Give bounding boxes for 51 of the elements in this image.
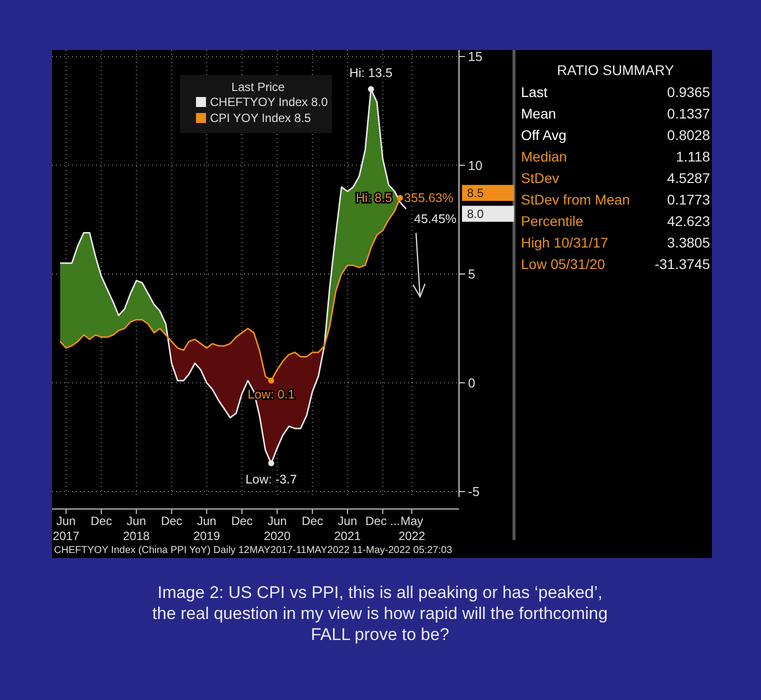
data-label: 42.623 xyxy=(667,213,710,229)
point xyxy=(268,378,274,384)
category-label: Last xyxy=(521,84,548,100)
point xyxy=(368,86,374,92)
text: RATIO SUMMARY xyxy=(557,62,675,78)
annotation: Hi: 13.5 xyxy=(349,66,393,80)
x-tick-label: Jun 2021 xyxy=(334,514,362,543)
legend-title: Last Price xyxy=(231,80,285,94)
category-label: Percentile xyxy=(521,213,584,229)
x-tick-label: Dec xyxy=(160,514,182,528)
x-tick-label: Jun 2020 xyxy=(264,514,291,543)
data-label: 1.118 xyxy=(676,148,710,164)
data-label: 0.1337 xyxy=(667,106,710,122)
x-tick-label: Dec xyxy=(302,514,324,528)
category-label: High 10/31/17 xyxy=(521,234,608,250)
data-label: 4.5287 xyxy=(667,170,710,186)
text: 8.5 xyxy=(467,186,484,200)
y-tick-label: 5 xyxy=(468,266,476,282)
legend-label: CPI YOY Index 8.5 xyxy=(210,111,312,125)
y-tick-label: 10 xyxy=(468,158,482,173)
data-label: 0.9365 xyxy=(667,84,710,100)
annotation: 45.45% xyxy=(414,212,456,226)
y-tick-label: -5 xyxy=(468,484,480,500)
data-label: 3.3805 xyxy=(667,234,710,250)
text: Image 2: US CPI vs PPI, this is all peaking or has ‘peaked’, the real question in my view is how rapid will the forthcoming FALL prove to be? xyxy=(151,582,609,645)
legend-label: CHEFTYOY Index 8.0 xyxy=(210,95,328,109)
data-label: 0.1773 xyxy=(667,192,710,208)
category-label: StDev from Mean xyxy=(521,192,630,208)
x-tick-label: May 2022 xyxy=(398,514,426,543)
y-tick-label: 0 xyxy=(468,375,476,390)
point xyxy=(268,460,274,466)
x-tick-label: Jun 2018 xyxy=(123,514,150,543)
annotation: Hi: 8.5 xyxy=(356,190,392,205)
category-label: Mean xyxy=(521,106,556,122)
x-tick-label: Dec xyxy=(231,514,253,528)
point xyxy=(397,194,404,201)
text: 8.0 xyxy=(467,206,484,221)
data-label: 0.8028 xyxy=(667,127,710,143)
category-label: Low 05/31/20 xyxy=(521,256,606,272)
category-label: Median xyxy=(521,148,567,164)
x-tick-label: Dec ... xyxy=(365,514,400,528)
x-tick-label: Dec xyxy=(90,514,112,528)
annotation: Low: -3.7 xyxy=(245,472,297,486)
annotation: 355.63% xyxy=(404,190,454,205)
y-tick-label: 15 xyxy=(468,49,482,64)
x-tick-label: Jun 2017 xyxy=(52,514,80,543)
category-label: StDev xyxy=(521,170,560,186)
x-tick-label: Jun 2019 xyxy=(193,514,220,543)
data-label: -31.3745 xyxy=(654,256,710,272)
text: CHEFTYOY Index (China PPI YoY) Daily 12MAY2017-11MAY2022 11-May-2022 05:27:03 xyxy=(54,545,453,556)
category-label: Off Avg xyxy=(521,127,566,143)
